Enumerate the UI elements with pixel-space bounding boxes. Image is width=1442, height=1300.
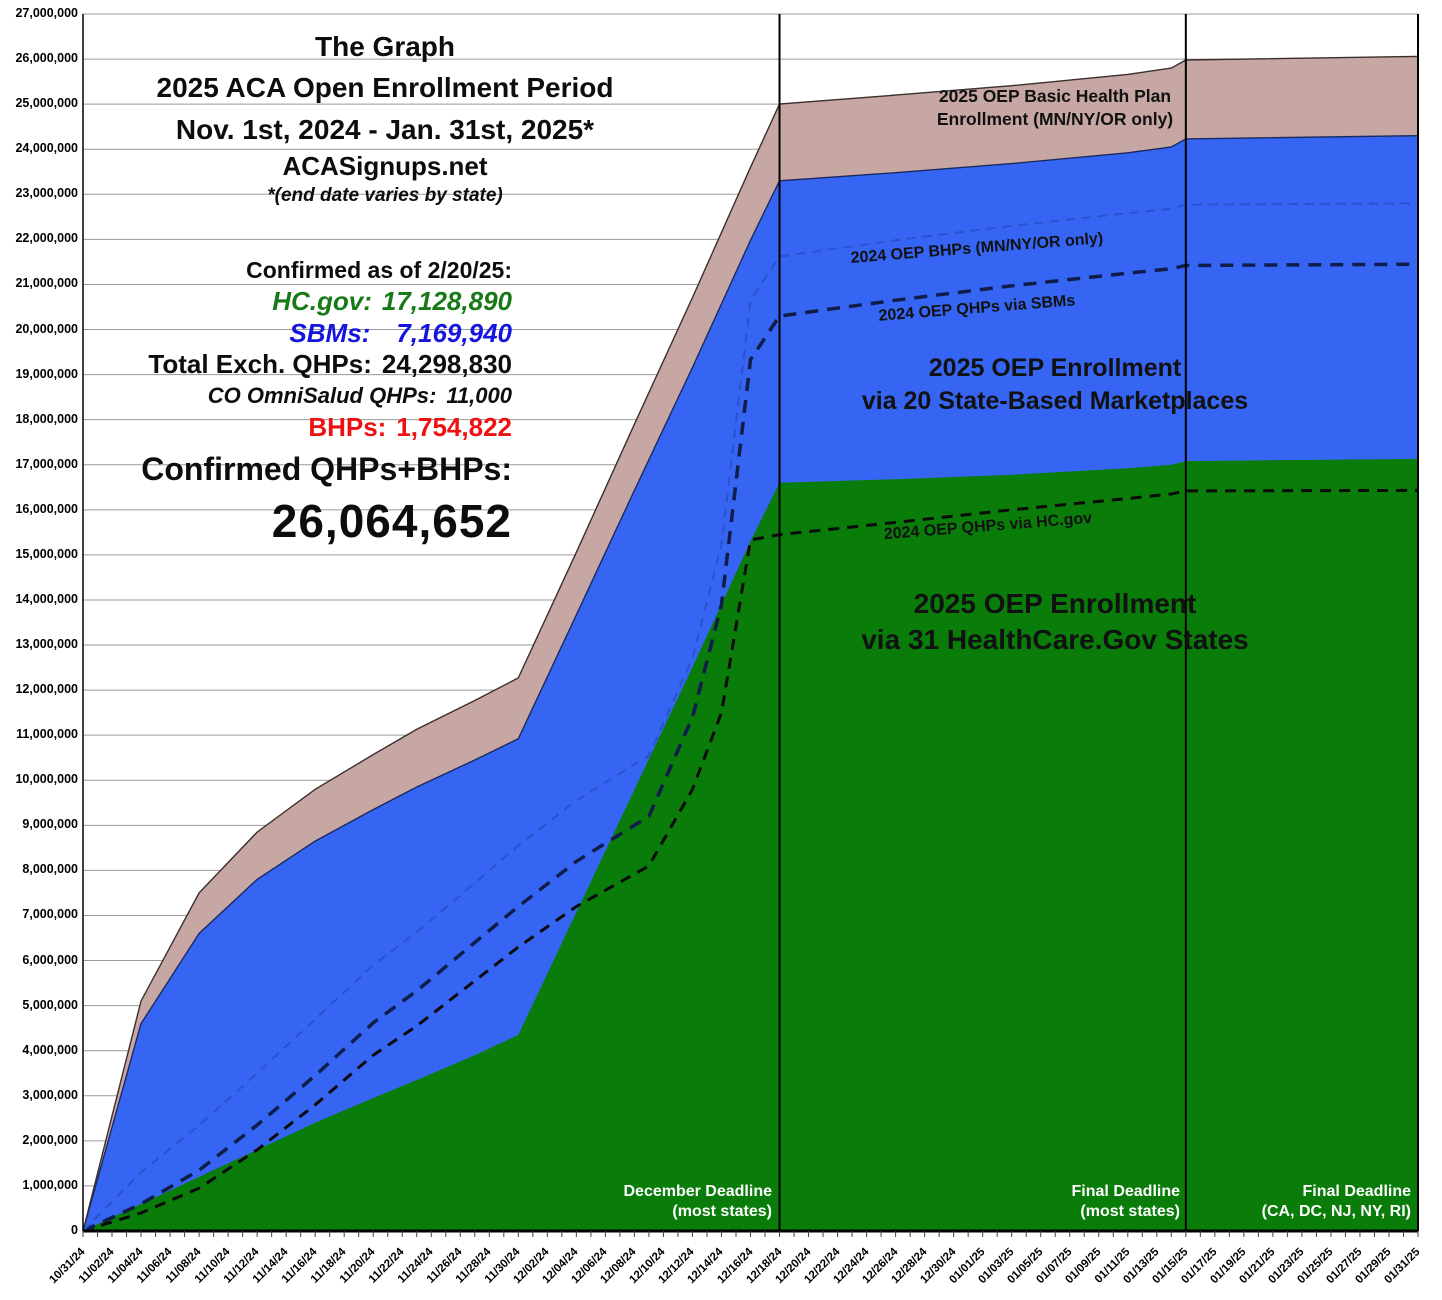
- final-deadline-late-states-label: Final Deadline (CA, DC, NJ, NY, RI): [1261, 1183, 1411, 1220]
- y-axis-label: 15,000,000: [15, 546, 78, 561]
- confirmed-total-value: 26,064,652: [271, 494, 512, 547]
- y-axis-label: 25,000,000: [15, 96, 78, 111]
- y-axis-label: 21,000,000: [15, 276, 78, 291]
- y-axis-label: 18,000,000: [15, 411, 78, 426]
- stat-total-value: 24,298,830: [381, 349, 512, 380]
- area-edge-1: [82, 135, 1419, 1232]
- stats-as-of: Confirmed as of 2/20/25:: [246, 257, 512, 283]
- chart-subtitle-dates: Nov. 1st, 2024 - Jan. 31st, 2025*: [175, 113, 595, 145]
- y-axis-label: 1,000,000: [22, 1177, 78, 1192]
- stat-omnisalud-value: 11,000: [446, 383, 512, 409]
- stat-omnisalud: CO OmniSalud QHPs: 11,000: [40, 383, 512, 410]
- stat-sbm-label: SBMs:: [289, 317, 371, 348]
- y-axis-label: 27,000,000: [15, 6, 78, 20]
- y-axis-label: 6,000,000: [22, 952, 78, 967]
- y-axis-label: 11,000,000: [16, 727, 78, 742]
- confirmed-stats-block: Confirmed as of 2/20/25: HC.gov: 17,128,8…: [40, 256, 512, 549]
- stat-omnisalud-label: CO OmniSalud QHPs:: [207, 383, 437, 409]
- stat-hcgov: HC.gov: 17,128,890: [40, 286, 512, 318]
- y-axis-label: 4,000,000: [22, 1042, 78, 1057]
- y-axis-label: 26,000,000: [15, 51, 78, 66]
- y-axis-label: 17,000,000: [15, 456, 78, 471]
- site-name: ACASignups.net: [282, 151, 488, 182]
- stat-bhps: BHPs: 1,754,822: [40, 412, 512, 444]
- stat-sbm: SBMs: 7,169,940: [40, 318, 512, 350]
- y-axis-label: 9,000,000: [22, 817, 78, 832]
- confirmed-total-label: Confirmed QHPs+BHPs:: [141, 450, 512, 487]
- y-axis-label: 16,000,000: [15, 501, 78, 516]
- y-axis-label: 3,000,000: [22, 1087, 78, 1102]
- bhp-area-label: 2025 OEP Basic Health Plan Enrollment (M…: [936, 86, 1174, 129]
- chart-subtitle-period: 2025 ACA Open Enrollment Period: [156, 72, 614, 104]
- chart-title: The Graph: [314, 31, 455, 62]
- stat-bhp-value: 1,754,822: [396, 412, 512, 443]
- area-0: [83, 458, 1418, 1231]
- chart-title-block: The Graph 2025 ACA Open Enrollment Perio…: [75, 26, 695, 208]
- y-axis-label: 14,000,000: [15, 591, 78, 606]
- december-deadline-label: December Deadline (most states): [623, 1183, 772, 1220]
- dashed-line-2024-2: [82, 202, 1419, 1232]
- stat-bhp-label: BHPs:: [308, 412, 387, 443]
- dashed-line-2024-0: [82, 488, 1419, 1233]
- stat-total-qhps: Total Exch. QHPs: 24,298,830: [40, 349, 512, 381]
- hcgov-area-label: 2025 OEP Enrollment via 31 HealthCare.Go…: [861, 588, 1249, 656]
- dashed-line-2024-1: [82, 262, 1419, 1233]
- y-axis-label: 13,000,000: [15, 637, 78, 652]
- area-edge-2: [82, 55, 1419, 1232]
- stat-sbm-value: 7,169,940: [396, 317, 512, 348]
- y-axis-label: 0: [71, 1223, 78, 1237]
- y-axis-label: 19,000,000: [15, 366, 78, 381]
- final-deadline-most-label: Final Deadline (most states): [1071, 1183, 1180, 1220]
- y-axis-label: 12,000,000: [15, 682, 78, 697]
- stat-hcgov-label: HC.gov:: [272, 286, 372, 317]
- y-axis-label: 5,000,000: [22, 997, 78, 1012]
- y-axis-label: 8,000,000: [22, 862, 78, 877]
- stat-total-label: Total Exch. QHPs:: [148, 349, 372, 380]
- y-axis-label: 7,000,000: [22, 907, 78, 922]
- y-axis-label: 10,000,000: [15, 772, 78, 787]
- y-axis-label: 20,000,000: [15, 321, 78, 336]
- stat-hcgov-value: 17,128,890: [381, 286, 512, 317]
- sbm-area-label: 2025 OEP Enrollment via 20 State-Based M…: [861, 354, 1249, 415]
- end-date-note: *(end date varies by state): [267, 185, 503, 207]
- y-axis-label: 22,000,000: [15, 231, 78, 246]
- y-axis-label: 24,000,000: [15, 141, 78, 156]
- y-axis-label: 2,000,000: [22, 1132, 78, 1147]
- y-axis-label: 23,000,000: [15, 186, 78, 201]
